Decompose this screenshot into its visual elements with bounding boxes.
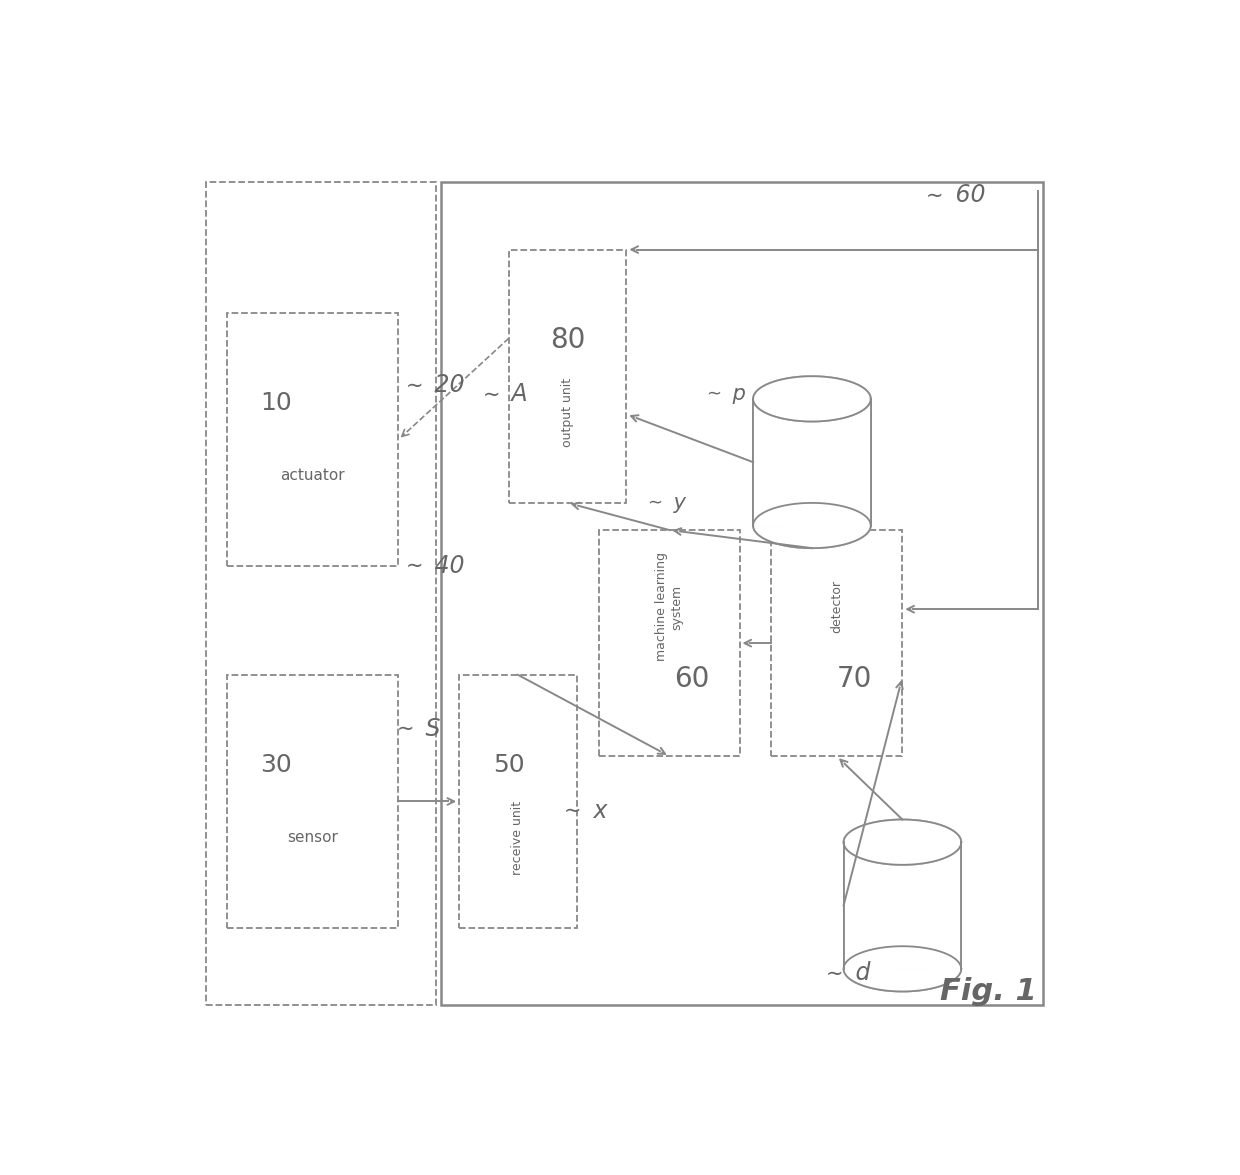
Text: ∼: ∼ (707, 385, 722, 403)
Polygon shape (753, 376, 870, 422)
Text: ∼: ∼ (564, 800, 582, 820)
Text: output unit: output unit (562, 378, 574, 446)
Bar (206, 182, 436, 1005)
Bar (227, 313, 398, 566)
Text: 40: 40 (428, 555, 465, 578)
Polygon shape (753, 525, 870, 548)
Text: ∼: ∼ (647, 494, 662, 512)
Bar (599, 530, 739, 757)
Text: 60: 60 (675, 665, 709, 693)
Text: 80: 80 (551, 325, 585, 354)
Text: actuator: actuator (280, 469, 345, 483)
Text: receive unit: receive unit (511, 800, 525, 874)
Text: 60: 60 (947, 183, 985, 207)
Text: detector: detector (831, 580, 843, 633)
Bar (771, 530, 903, 757)
Text: 70: 70 (837, 665, 873, 693)
Text: ∼: ∼ (405, 375, 423, 395)
Text: 10: 10 (260, 391, 293, 416)
Text: d: d (848, 961, 870, 986)
Text: 30: 30 (260, 753, 293, 778)
Bar (753, 398, 870, 525)
Bar (508, 249, 626, 503)
Text: sensor: sensor (288, 831, 339, 845)
Text: Fig. 1: Fig. 1 (940, 976, 1037, 1006)
Text: ∼: ∼ (826, 963, 843, 983)
Text: ∼: ∼ (925, 186, 944, 206)
Polygon shape (843, 969, 961, 992)
Text: 20: 20 (428, 374, 465, 397)
Text: x: x (585, 799, 608, 822)
Text: ∼: ∼ (482, 384, 500, 404)
Polygon shape (843, 820, 961, 865)
Bar (227, 674, 398, 928)
Text: S: S (418, 717, 441, 741)
Text: A: A (505, 382, 528, 407)
Text: p: p (725, 384, 745, 404)
Text: ∼: ∼ (397, 719, 414, 739)
Bar (843, 842, 961, 969)
Bar (459, 674, 577, 928)
Text: machine learning
system: machine learning system (656, 552, 683, 662)
Bar (441, 182, 1043, 1005)
Text: 50: 50 (494, 753, 525, 778)
Text: ∼: ∼ (405, 556, 423, 576)
Text: y: y (667, 492, 686, 513)
